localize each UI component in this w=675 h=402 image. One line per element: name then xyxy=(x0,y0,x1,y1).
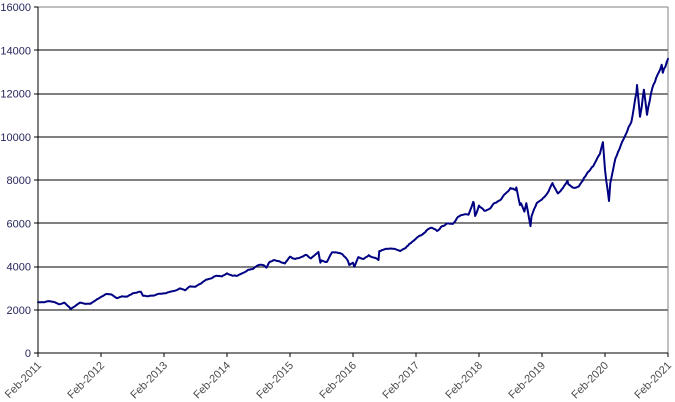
x-axis-label: Feb-2014 xyxy=(191,360,233,402)
y-axis-label: 2000 xyxy=(7,305,31,317)
y-axis-label: 12000 xyxy=(0,89,31,101)
gridlines xyxy=(38,49,668,311)
y-axis-label: 10000 xyxy=(0,132,31,144)
x-axis-label: Feb-2012 xyxy=(65,360,107,402)
x-axis-label: Feb-2017 xyxy=(380,360,422,402)
x-axis-label: Feb-2016 xyxy=(317,360,359,402)
x-axis-label: Feb-2013 xyxy=(128,360,170,402)
y-axis-label: 14000 xyxy=(0,45,31,57)
price-line xyxy=(37,57,669,310)
x-axis-label: Feb-2015 xyxy=(254,360,296,402)
index-value-line xyxy=(37,57,669,310)
y-axis-label: 16000 xyxy=(0,2,31,14)
y-axis-label: 6000 xyxy=(7,218,31,230)
x-axis-labels: Feb-2011 Feb-2012 Feb-2013 Feb-2014 Feb-2015… xyxy=(3,360,674,402)
x-axis-label: Feb-2019 xyxy=(506,360,548,402)
x-axis-label: Feb-2020 xyxy=(569,360,611,402)
x-axis-label: Feb-2018 xyxy=(443,360,485,402)
y-axis-label: 0 xyxy=(25,348,31,360)
axes xyxy=(34,6,669,357)
y-axis-labels: 0 2000 4000 6000 8000 10000 12000 14000 16000 xyxy=(0,2,31,360)
y-axis-label: 4000 xyxy=(7,262,31,274)
x-axis-label: Feb-2021 xyxy=(632,360,674,402)
x-axis-label: Feb-2011 xyxy=(3,360,44,401)
plot-border xyxy=(38,6,669,353)
y-axis-label: 8000 xyxy=(7,175,31,187)
